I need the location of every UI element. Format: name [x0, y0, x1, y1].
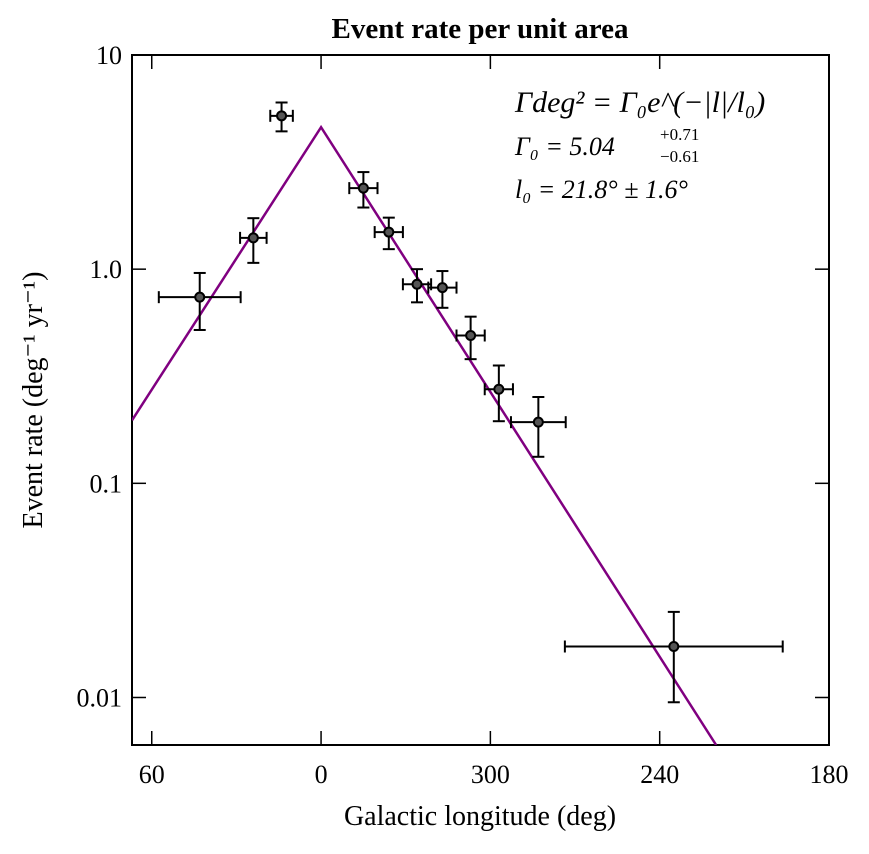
- x-tick-label: 0: [315, 760, 328, 789]
- data-point: [357, 182, 369, 194]
- data-point: [276, 110, 288, 122]
- y-tick-label: 0.1: [90, 469, 123, 498]
- fit-l0: l₀ = 21.8° ± 1.6°: [515, 175, 688, 204]
- data-point: [411, 278, 423, 290]
- y-tick-label: 1.0: [90, 255, 123, 284]
- y-tick-label: 0.01: [77, 683, 123, 712]
- fit-gamma0-err-plus: +0.71: [660, 125, 699, 144]
- y-tick-label: 10: [96, 41, 122, 70]
- fit-gamma0-err-minus: −0.61: [660, 147, 699, 166]
- data-point: [383, 226, 395, 238]
- x-tick-label: 240: [640, 760, 679, 789]
- x-tick-label: 300: [471, 760, 510, 789]
- data-point: [247, 232, 259, 244]
- x-tick-label: 60: [139, 760, 165, 789]
- x-axis-label: Galactic longitude (deg): [344, 801, 616, 832]
- chart-title: Event rate per unit area: [332, 13, 629, 45]
- plot-frame: [131, 54, 830, 746]
- y-axis-label: Event rate (deg⁻¹ yr⁻¹): [18, 271, 49, 528]
- data-point: [194, 291, 206, 303]
- data-point: [465, 330, 477, 342]
- fit-gamma0: Γ₀ = 5.04: [514, 132, 615, 161]
- plot-area: [132, 101, 784, 745]
- fit-equation: Γdeg² = Γ₀e^(−|l|/l₀): [514, 86, 765, 119]
- data-point: [493, 383, 505, 395]
- data-point: [436, 282, 448, 294]
- fit-line: [132, 124, 718, 745]
- x-tick-label: 180: [810, 760, 849, 789]
- data-point: [668, 641, 680, 653]
- data-point: [532, 416, 544, 428]
